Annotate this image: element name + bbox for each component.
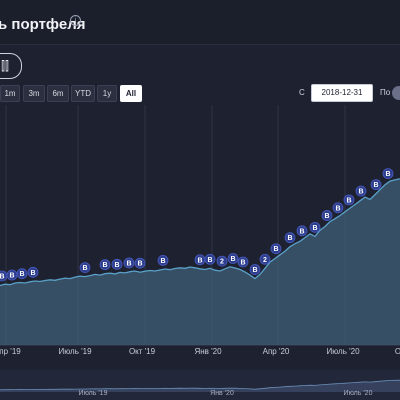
marker-label-11: B <box>207 257 212 264</box>
marker-circle-16 <box>259 253 271 265</box>
marker-label-0: B <box>0 273 5 280</box>
marker-circle-23 <box>343 194 355 206</box>
marker-circle-7 <box>123 257 135 269</box>
range-button-all[interactable]: All <box>120 85 142 102</box>
marker-label-20: B <box>312 225 317 232</box>
x-tick-label-0: пр '19 <box>0 347 21 356</box>
x-tick-label-3: Янв '20 <box>194 347 222 356</box>
marker-circle-21 <box>321 210 333 221</box>
marker-circle-15 <box>249 264 261 275</box>
marker-label-6: B <box>114 262 119 269</box>
marker-circle-18 <box>284 232 296 244</box>
sliders-icon[interactable]: ⫿⫿ <box>0 53 22 79</box>
marker-label-25: B <box>373 182 378 189</box>
marker-circle-20 <box>309 221 321 233</box>
marker-label-7: B <box>126 260 131 267</box>
marker-circle-11 <box>204 253 216 265</box>
date-to-label: По <box>380 88 391 97</box>
navigator-line <box>0 379 400 391</box>
marker-circle-2 <box>16 268 28 280</box>
marker-label-22: B <box>335 205 340 212</box>
date-from-label: С <box>299 88 305 97</box>
marker-circle-19 <box>296 225 308 237</box>
marker-circle-26 <box>382 168 394 180</box>
marker-circle-25 <box>370 179 382 191</box>
series-area <box>0 178 400 345</box>
marker-circle-17 <box>270 243 282 255</box>
range-button-1m[interactable]: 1m <box>0 85 20 102</box>
marker-label-16: 2 <box>263 257 267 264</box>
x-tick-label-2: Окт '19 <box>129 347 156 356</box>
page-title: ь портфеля <box>0 16 86 33</box>
marker-label-19: B <box>299 228 304 235</box>
marker-circle-5 <box>99 259 111 271</box>
marker-label-3: B <box>30 270 35 277</box>
chart-menu-icon[interactable] <box>392 86 400 100</box>
marker-label-26: B <box>385 171 390 178</box>
range-button-3m[interactable]: 3m <box>23 85 45 102</box>
x-tick-label-5: Июль '20 <box>326 347 360 356</box>
marker-circle-4 <box>79 262 91 274</box>
marker-circle-14 <box>237 256 249 268</box>
marker-circle-3 <box>27 266 39 278</box>
marker-label-2: B <box>19 271 24 278</box>
marker-label-12: 2 <box>220 259 224 266</box>
marker-circle-9 <box>157 255 169 266</box>
marker-label-21: B <box>324 213 329 220</box>
marker-circle-12 <box>216 255 228 267</box>
marker-label-14: B <box>240 259 245 266</box>
marker-label-8: B <box>137 261 142 268</box>
x-tick-label-4: Апр '20 <box>263 347 290 356</box>
navigator-label-0: Июль '19 <box>79 390 108 397</box>
marker-label-17: B <box>273 246 278 253</box>
date-from-input[interactable]: 2018-12-31 <box>311 84 373 102</box>
series-line <box>0 178 400 287</box>
info-icon[interactable]: i <box>70 15 81 26</box>
marker-label-13: B <box>230 256 235 263</box>
x-tick-label-6: О <box>395 347 400 356</box>
range-button-1y[interactable]: 1y <box>97 85 117 102</box>
marker-circle-13 <box>227 253 239 264</box>
navigator-label-1: Янв '20 <box>210 390 234 397</box>
marker-label-4: B <box>82 265 87 272</box>
marker-circle-8 <box>134 257 146 269</box>
marker-circle-22 <box>332 202 344 214</box>
marker-label-23: B <box>346 197 351 204</box>
marker-circle-24 <box>355 185 367 197</box>
page-header: ь портфеля i <box>0 0 400 45</box>
marker-label-18: B <box>287 235 292 242</box>
marker-circle-6 <box>111 258 123 270</box>
marker-label-10: B <box>197 257 202 264</box>
marker-label-24: B <box>358 189 363 196</box>
marker-label-9: B <box>160 258 165 265</box>
range-button-ytd[interactable]: YTD <box>71 85 95 102</box>
range-button-6m[interactable]: 6m <box>47 85 69 102</box>
marker-label-5: B <box>102 262 107 269</box>
x-tick-label-1: Июль '19 <box>58 347 92 356</box>
marker-label-1: B <box>9 273 14 280</box>
marker-label-15: B <box>252 267 257 274</box>
navigator-label-2: Июль '20 <box>344 390 373 397</box>
